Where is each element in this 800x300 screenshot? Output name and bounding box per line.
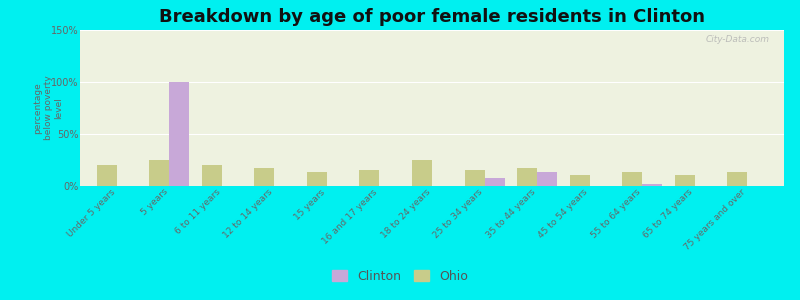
Bar [359, 170, 379, 186]
Bar [465, 170, 485, 186]
Bar [307, 172, 327, 186]
Bar [97, 165, 117, 186]
Bar [642, 184, 662, 186]
Text: City-Data.com: City-Data.com [706, 35, 770, 44]
Bar [485, 178, 505, 186]
Title: Breakdown by age of poor female residents in Clinton: Breakdown by age of poor female resident… [159, 8, 705, 26]
Bar [674, 175, 694, 186]
Bar [622, 172, 642, 186]
Bar [570, 175, 590, 186]
Y-axis label: percentage
below poverty
level: percentage below poverty level [34, 76, 63, 140]
Bar [202, 165, 222, 186]
Bar [254, 168, 274, 186]
Bar [170, 82, 190, 186]
Bar [727, 172, 747, 186]
Bar [517, 168, 537, 186]
Bar [412, 160, 432, 186]
Legend: Clinton, Ohio: Clinton, Ohio [327, 265, 473, 288]
Bar [150, 160, 170, 186]
Bar [537, 172, 557, 186]
